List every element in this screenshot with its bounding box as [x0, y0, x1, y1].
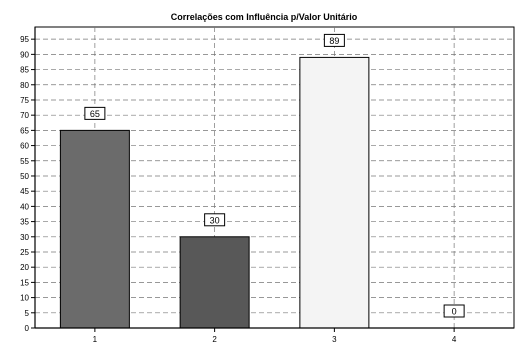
- y-tick-label: 20: [20, 263, 29, 272]
- data-label-box: [204, 213, 226, 227]
- y-tick-label: 95: [20, 35, 29, 44]
- y-tick-label: 55: [20, 157, 29, 166]
- bar: [299, 56, 370, 329]
- data-label-box: [84, 106, 106, 120]
- data-labels: 65 30 89 0: [84, 33, 465, 318]
- bar: [179, 236, 250, 329]
- y-tick-label: 30: [20, 233, 29, 242]
- y-tick-label: 45: [20, 187, 29, 196]
- y-tick-label: 50: [20, 172, 29, 181]
- y-tick-label: 70: [20, 111, 29, 120]
- data-label: 30: [210, 215, 220, 225]
- y-tick-label: 85: [20, 66, 29, 75]
- y-tick-label: 5: [25, 309, 30, 318]
- y-tick-label: 65: [20, 126, 29, 135]
- y-tick-label: 0: [25, 324, 30, 333]
- x-tick-label: 1: [93, 335, 98, 343]
- y-tick-label: 75: [20, 96, 29, 105]
- y-tick-label: 60: [20, 142, 29, 151]
- y-tick-label: 15: [20, 278, 29, 287]
- y-tick-label: 25: [20, 248, 29, 257]
- y-tick-label: 80: [20, 81, 29, 90]
- y-tick-label: 90: [20, 50, 29, 59]
- y-tick-label: 40: [20, 202, 29, 211]
- data-label-box: [443, 304, 465, 318]
- bar: [59, 129, 130, 329]
- x-tick-label: 2: [212, 335, 217, 343]
- data-label: 0: [452, 307, 457, 317]
- data-label: 89: [329, 36, 339, 46]
- bars: [59, 56, 370, 329]
- x-tick-label: 3: [332, 335, 337, 343]
- x-tick-label: 4: [452, 335, 457, 343]
- y-tick-label: 35: [20, 218, 29, 227]
- data-label: 65: [90, 109, 100, 119]
- chart-title: Correlações com Influência p/Valor Unitá…: [171, 12, 358, 22]
- data-label-box: [323, 33, 345, 47]
- y-tick-label: 10: [20, 294, 29, 303]
